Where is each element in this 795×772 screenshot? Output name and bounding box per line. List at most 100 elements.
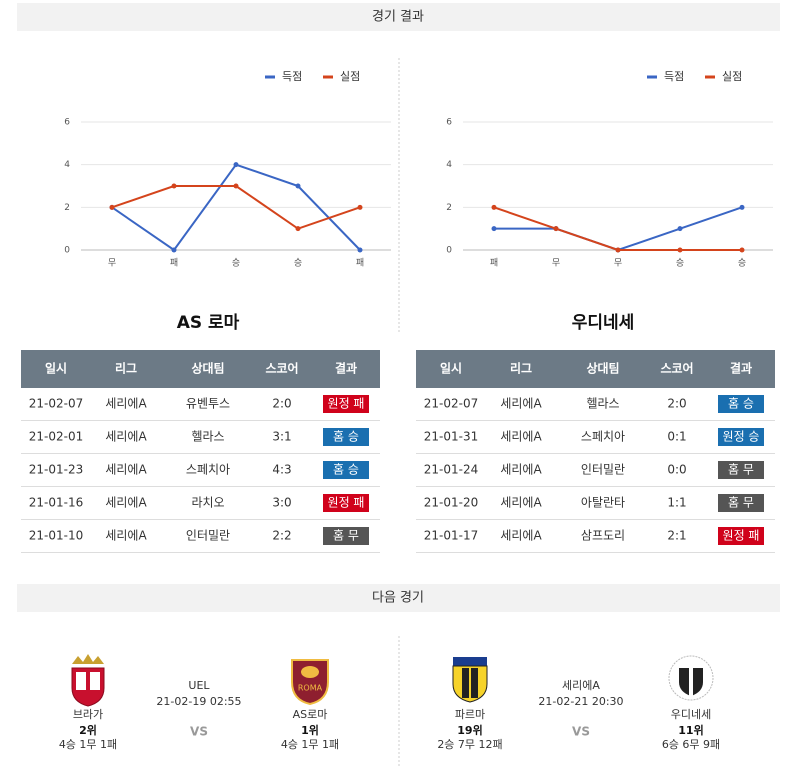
cell: 스페치아 [581, 430, 625, 444]
data-point [677, 226, 683, 232]
column-header: 상대팀 [586, 361, 619, 376]
column-header: 상대팀 [191, 361, 224, 376]
cell: 21-01-23 [29, 463, 83, 477]
result-badge [718, 395, 764, 413]
x-tick-label: 패 [170, 258, 178, 269]
data-point [739, 247, 745, 253]
x-tick-label: 승 [294, 258, 302, 269]
data-point [357, 247, 363, 253]
cell: 21-02-07 [29, 397, 83, 411]
cell: 스페치아 [186, 463, 230, 477]
legend-label: 득점 [664, 70, 684, 83]
cell: 0:1 [667, 430, 686, 444]
result-badge [718, 527, 764, 545]
cell: 헬라스 [586, 397, 619, 411]
team-logo [668, 655, 714, 701]
section-title: 경기 결과 [372, 10, 424, 25]
team-name: 우디네세 [572, 313, 635, 333]
cell: 2:2 [272, 529, 291, 543]
team-record: 6승 6무 9패 [662, 738, 720, 751]
x-tick-label: 승 [232, 258, 240, 269]
cell: 3:1 [272, 430, 291, 444]
data-point [739, 204, 745, 210]
data-point [357, 204, 363, 210]
team-record: 4승 1무 1패 [281, 738, 339, 751]
table-header [416, 350, 775, 388]
result-badge [323, 494, 369, 512]
x-tick-label: 무 [108, 258, 116, 269]
data-point [491, 204, 497, 210]
data-point [491, 226, 497, 232]
cell: 라치오 [191, 496, 224, 510]
team-logo [452, 657, 488, 703]
result-text: 홈 승 [333, 463, 359, 477]
y-tick-label: 2 [64, 203, 70, 213]
data-point [295, 226, 301, 232]
legend-label: 득점 [282, 70, 302, 83]
result-text: 원정 패 [328, 397, 365, 411]
y-tick-label: 6 [446, 118, 452, 128]
cell: 세리에A [500, 529, 542, 543]
cell: 0:0 [667, 463, 686, 477]
cell: 21-01-31 [424, 430, 478, 444]
cell: 21-01-10 [29, 529, 83, 543]
result-badge [718, 461, 764, 479]
column-header: 일시 [440, 362, 462, 376]
y-tick-label: 0 [446, 246, 452, 256]
logo-text: ROMA [298, 684, 323, 693]
cell: 세리에A [105, 397, 147, 411]
cell: 21-02-01 [29, 430, 83, 444]
match-datetime: 21-02-19 02:55 [156, 695, 241, 708]
cell: 21-02-07 [424, 397, 478, 411]
league: UEL [188, 679, 210, 692]
result-text: 원정 패 [328, 496, 365, 510]
cell: 인터밀란 [581, 463, 625, 477]
result-text: 홈 승 [333, 430, 359, 444]
y-tick-label: 4 [64, 160, 70, 170]
data-point [677, 247, 683, 253]
section-title: 다음 경기 [372, 591, 424, 606]
team-rank: 19위 [457, 724, 482, 737]
team-rank: 2위 [79, 724, 97, 737]
data-point [233, 162, 239, 168]
cell: 세리에A [500, 397, 542, 411]
result-text: 홈 승 [728, 397, 754, 411]
x-tick-label: 무 [614, 258, 622, 269]
result-badge [323, 428, 369, 446]
cell: 세리에A [500, 463, 542, 477]
x-tick-label: 패 [490, 258, 498, 269]
column-header: 스코어 [660, 361, 693, 376]
cell: 1:1 [667, 496, 686, 510]
result-text: 홈 무 [728, 463, 754, 477]
cell: 4:3 [272, 463, 291, 477]
cell: 유벤투스 [186, 397, 230, 411]
cell: 21-01-24 [424, 463, 478, 477]
result-text: 원정 승 [723, 430, 760, 444]
data-point [109, 204, 115, 210]
team-logo [71, 654, 105, 707]
result-text: 홈 무 [333, 529, 359, 543]
cell: 21-01-17 [424, 529, 478, 543]
team-rank: 11위 [678, 724, 703, 737]
cell: 세리에A [500, 496, 542, 510]
cell: 3:0 [272, 496, 291, 510]
data-point [171, 183, 177, 189]
team-record: 4승 1무 1패 [59, 738, 117, 751]
x-tick-label: 패 [356, 258, 364, 269]
cell: 21-01-16 [29, 496, 83, 510]
legend-label: 실점 [340, 70, 360, 83]
cell: 2:0 [667, 397, 686, 411]
cell: 헬라스 [191, 430, 224, 444]
result-text: 원정 패 [723, 529, 760, 543]
cell: 세리에A [105, 463, 147, 477]
vs: VS [572, 725, 590, 739]
y-tick-label: 4 [446, 160, 452, 170]
x-tick-label: 승 [676, 258, 684, 269]
data-point [295, 183, 301, 189]
result-badge [323, 395, 369, 413]
match-datetime: 21-02-21 20:30 [538, 695, 623, 708]
header-bar [17, 3, 780, 31]
data-point [171, 247, 177, 253]
league: 세리에A [562, 679, 600, 692]
y-tick-label: 0 [64, 246, 70, 256]
